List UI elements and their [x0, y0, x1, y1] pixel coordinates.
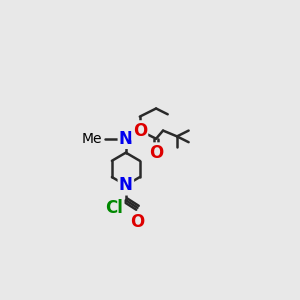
Text: O: O	[133, 122, 147, 140]
Text: N: N	[119, 176, 133, 194]
Text: Cl: Cl	[105, 199, 123, 217]
Text: Me: Me	[82, 132, 103, 146]
Text: O: O	[130, 213, 145, 231]
Text: O: O	[149, 144, 163, 162]
Text: N: N	[119, 130, 133, 148]
